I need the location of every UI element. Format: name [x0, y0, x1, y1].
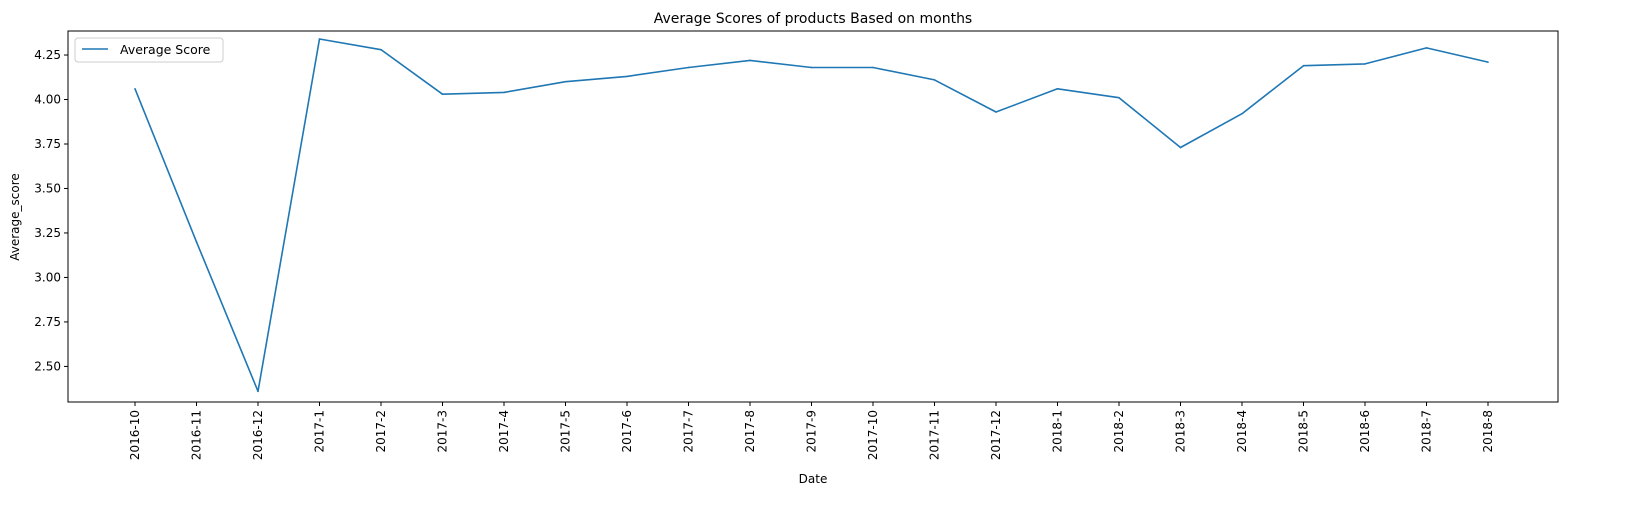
- x-tick-label: 2017-3: [436, 410, 450, 453]
- x-tick-label: 2016-11: [190, 410, 204, 460]
- series-line-0: [134, 38, 1489, 393]
- x-tick-label: 2017-6: [620, 410, 634, 453]
- x-tick-label: 2017-7: [682, 410, 696, 453]
- data-point: [503, 91, 505, 94]
- data-point: [995, 111, 997, 113]
- y-tick-label: 2.50: [34, 359, 61, 373]
- data-point: [1179, 146, 1182, 149]
- legend: Average Score: [74, 37, 224, 63]
- x-tick-label: 2017-12: [989, 410, 1003, 460]
- legend-box: [74, 37, 224, 63]
- x-tick-label: 2017-2: [374, 410, 388, 453]
- y-tick-label: 3.00: [34, 270, 61, 284]
- data-point: [1118, 96, 1120, 99]
- data-point: [1487, 61, 1489, 63]
- data-point: [441, 93, 444, 95]
- x-tick-label: 2016-10: [128, 410, 142, 460]
- x-tick-label: 2018-3: [1174, 410, 1188, 453]
- data-point: [687, 66, 690, 69]
- data-point: [257, 390, 259, 393]
- data-point: [810, 66, 813, 69]
- data-point: [626, 75, 628, 78]
- x-tick-label: 2018-4: [1235, 410, 1249, 453]
- x-tick-label: 2018-5: [1297, 410, 1311, 453]
- x-tick-label: 2018-2: [1112, 410, 1126, 453]
- x-tick-label: 2016-12: [251, 410, 265, 460]
- x-tick-label: 2017-1: [313, 410, 327, 453]
- data-point: [1364, 63, 1366, 65]
- plot-area-frame: [67, 30, 1559, 403]
- data-point: [872, 66, 874, 69]
- data-point: [1241, 112, 1243, 115]
- y-tick-label: 4.00: [34, 93, 61, 107]
- x-tick-label: 2017-5: [559, 410, 573, 453]
- x-tick-label: 2017-11: [928, 410, 942, 460]
- y-tick-label: 3.50: [34, 181, 61, 195]
- x-tick-label: 2017-8: [743, 410, 757, 453]
- y-tick-label: 3.25: [34, 226, 61, 240]
- data-point: [318, 38, 321, 40]
- data-point: [933, 79, 936, 81]
- data-point: [380, 48, 382, 51]
- y-axis-label: Average_score: [8, 173, 22, 261]
- x-tick-label: 2017-10: [866, 410, 880, 460]
- y-tick-label: 4.25: [34, 48, 61, 62]
- x-tick-label: 2018-7: [1420, 410, 1434, 453]
- x-tick-label: 2017-9: [805, 410, 819, 453]
- y-tick-label: 3.75: [34, 137, 61, 151]
- x-axis-label: Date: [799, 472, 828, 486]
- data-point: [1425, 47, 1428, 49]
- data-point: [749, 59, 751, 62]
- legend-label: Average Score: [120, 42, 211, 57]
- data-point: [1056, 88, 1059, 90]
- y-tick-label: 2.75: [34, 315, 61, 329]
- data-point: [134, 88, 136, 90]
- chart-title: Average Scores of products Based on mont…: [654, 11, 972, 27]
- data-point: [1302, 64, 1305, 67]
- data-point: [564, 80, 567, 83]
- data-point: [195, 241, 198, 243]
- x-tick-label: 2018-1: [1051, 410, 1065, 453]
- x-tick-label: 2018-6: [1358, 410, 1372, 453]
- x-tick-label: 2017-4: [497, 410, 511, 453]
- x-tick-label: 2018-8: [1481, 410, 1495, 453]
